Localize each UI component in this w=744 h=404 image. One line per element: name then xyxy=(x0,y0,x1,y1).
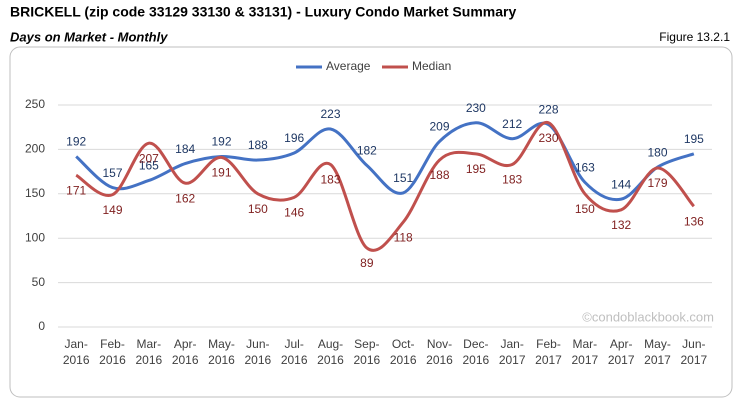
data-label: 209 xyxy=(429,120,449,134)
data-label: 150 xyxy=(575,202,595,216)
data-label: 228 xyxy=(538,103,558,117)
data-label: 151 xyxy=(393,171,413,185)
line-0 xyxy=(75,121,695,202)
data-label: 223 xyxy=(320,107,340,121)
data-label: 184 xyxy=(175,142,195,156)
data-label: 149 xyxy=(102,203,122,217)
x-tick-label: Nov-2016 xyxy=(426,337,453,367)
data-label: 212 xyxy=(502,117,522,131)
legend-label: Median xyxy=(412,59,451,73)
data-label: 136 xyxy=(684,214,704,228)
x-tick-label: Jun-2017 xyxy=(680,337,707,367)
y-tick-label: 100 xyxy=(25,230,45,244)
y-tick-label: 200 xyxy=(25,142,45,156)
x-tick-label: Oct-2016 xyxy=(390,337,417,367)
x-tick-label: Dec-2016 xyxy=(462,337,489,367)
x-tick-label: Apr-2017 xyxy=(608,337,635,367)
data-label: 171 xyxy=(66,183,86,197)
data-label: 230 xyxy=(466,101,486,115)
y-tick-label: 0 xyxy=(38,319,45,333)
x-tick-label: Mar-2017 xyxy=(571,337,598,367)
figure-label: Figure 13.2.1 xyxy=(659,30,730,44)
data-label: 146 xyxy=(284,206,304,220)
x-tick-label: Aug-2016 xyxy=(317,337,344,367)
line-1 xyxy=(75,121,695,252)
x-tick-label: Sep-2016 xyxy=(353,337,380,367)
data-label: 157 xyxy=(102,166,122,180)
data-label: 195 xyxy=(684,132,704,146)
data-label: 182 xyxy=(357,144,377,158)
data-label: 118 xyxy=(394,230,413,244)
data-label: 132 xyxy=(611,218,631,232)
watermark: ©condoblackbook.com xyxy=(582,309,714,324)
x-tick-label: Jan-2017 xyxy=(499,337,526,367)
x-tick-label: Jan-2016 xyxy=(63,337,90,367)
data-label: 188 xyxy=(248,138,268,152)
data-label: 196 xyxy=(284,131,304,145)
y-tick-label: 150 xyxy=(25,186,45,200)
data-label: 230 xyxy=(538,131,558,145)
data-label: 162 xyxy=(175,191,195,205)
x-tick-label: May-2017 xyxy=(644,337,671,367)
data-label: 144 xyxy=(611,177,631,191)
x-tick-label: Feb-2016 xyxy=(99,337,126,367)
y-tick-label: 250 xyxy=(25,97,45,111)
y-tick-label: 50 xyxy=(32,275,46,289)
data-label: 183 xyxy=(502,173,522,187)
data-label: 179 xyxy=(647,176,667,190)
data-label: 191 xyxy=(211,166,231,180)
x-tick-label: Jul-2016 xyxy=(281,337,308,367)
data-label: 188 xyxy=(429,168,449,182)
plot-frame xyxy=(9,46,733,398)
data-label: 183 xyxy=(320,173,340,187)
data-label: 192 xyxy=(66,135,86,149)
chart-title: BRICKELL (zip code 33129 33130 & 33131) … xyxy=(10,4,516,20)
data-label: 195 xyxy=(466,162,486,176)
data-label: 165 xyxy=(139,159,159,173)
x-tick-label: Feb-2017 xyxy=(535,337,562,367)
x-tick-label: Jun-2016 xyxy=(244,337,271,367)
x-tick-label: Mar-2016 xyxy=(135,337,162,367)
data-label: 150 xyxy=(248,202,268,216)
chart-subtitle: Days on Market - Monthly xyxy=(10,29,168,44)
data-label: 207 xyxy=(139,151,159,165)
data-label: 180 xyxy=(647,145,667,159)
data-label: 192 xyxy=(211,135,231,149)
data-label: 163 xyxy=(575,160,595,174)
x-tick-label: Apr-2016 xyxy=(172,337,199,367)
data-label: 89 xyxy=(360,256,374,270)
legend-label: Average xyxy=(326,59,371,73)
x-tick-label: May-2016 xyxy=(208,337,235,367)
